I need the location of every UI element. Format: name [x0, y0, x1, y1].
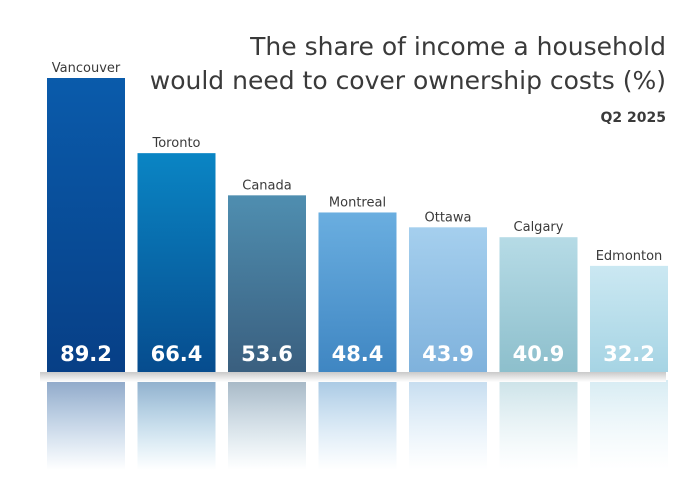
chart-title-line-1: The share of income a household [250, 32, 666, 61]
category-label-montreal: Montreal [329, 195, 386, 210]
bar-montreal [318, 212, 397, 372]
category-label-edmonton: Edmonton [596, 249, 663, 264]
bar-calgary [499, 237, 578, 372]
value-label-calgary: 40.9 [513, 342, 565, 366]
value-label-vancouver: 89.2 [60, 342, 112, 366]
chart-title-line-2: would need to cover ownership costs (%) [149, 66, 666, 95]
bar-vancouver [47, 78, 125, 372]
value-label-canada: 53.6 [241, 342, 293, 366]
baseline-shadow [40, 372, 666, 382]
category-label-ottawa: Ottawa [425, 210, 472, 225]
bar-reflection-vancouver [47, 380, 125, 470]
value-label-ottawa: 43.9 [422, 342, 474, 366]
bar-reflection-montreal [318, 380, 397, 470]
category-label-toronto: Toronto [152, 136, 201, 151]
category-label-calgary: Calgary [514, 220, 564, 235]
chart-subtitle: Q2 2025 [600, 110, 666, 126]
value-label-edmonton: 32.2 [603, 342, 655, 366]
bar-reflection-edmonton [590, 380, 668, 470]
bar-reflection-canada [228, 380, 306, 470]
bar-reflection-calgary [499, 380, 578, 470]
category-label-vancouver: Vancouver [52, 61, 121, 76]
bar-ottawa [409, 227, 487, 372]
value-label-montreal: 48.4 [332, 342, 384, 366]
bar-edmonton [590, 265, 668, 372]
bar-canada [228, 195, 306, 372]
bar-toronto [137, 153, 216, 372]
chart-title: The share of income a household would ne… [146, 30, 666, 98]
category-label-canada: Canada [242, 178, 291, 193]
value-label-toronto: 66.4 [151, 342, 203, 366]
bar-reflection-toronto [137, 380, 216, 470]
bar-reflection-ottawa [409, 380, 487, 470]
